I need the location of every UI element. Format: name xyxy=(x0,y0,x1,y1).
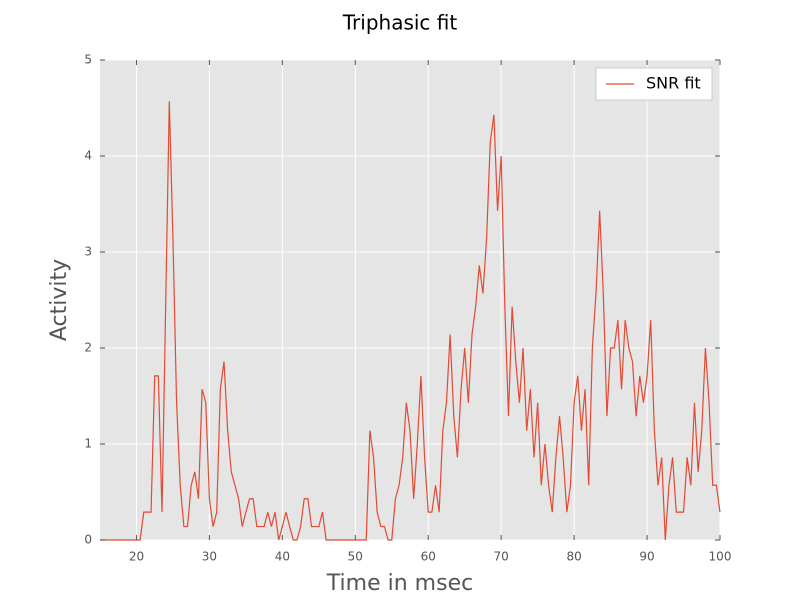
grid xyxy=(100,59,721,541)
x-tick-label: 50 xyxy=(348,550,363,564)
data-line xyxy=(100,101,721,541)
y-tick-label: 0 xyxy=(84,533,92,547)
x-tick-label: 60 xyxy=(421,550,436,564)
x-tick-label: 80 xyxy=(566,550,581,564)
x-tick-label: 30 xyxy=(202,550,217,564)
y-tick-label: 3 xyxy=(84,245,92,259)
y-tick-label: 2 xyxy=(84,341,92,355)
x-axis-label: Time in msec xyxy=(326,571,473,596)
y-tick-label: 5 xyxy=(84,53,92,67)
legend: SNR fit xyxy=(595,67,713,101)
chart-title: Triphasic fit xyxy=(342,11,458,35)
x-tick-label: 100 xyxy=(709,550,732,564)
x-tick-label: 70 xyxy=(494,550,509,564)
legend-label: SNR fit xyxy=(646,74,701,93)
x-tick-label: 40 xyxy=(275,550,290,564)
x-tick-label: 90 xyxy=(639,550,654,564)
y-tick-label: 4 xyxy=(84,149,92,163)
plot-area xyxy=(100,60,720,540)
x-tick-label: 20 xyxy=(129,550,144,564)
y-axis-label: Activity xyxy=(47,259,72,341)
y-tick-label: 1 xyxy=(84,437,92,451)
lines xyxy=(100,101,721,541)
